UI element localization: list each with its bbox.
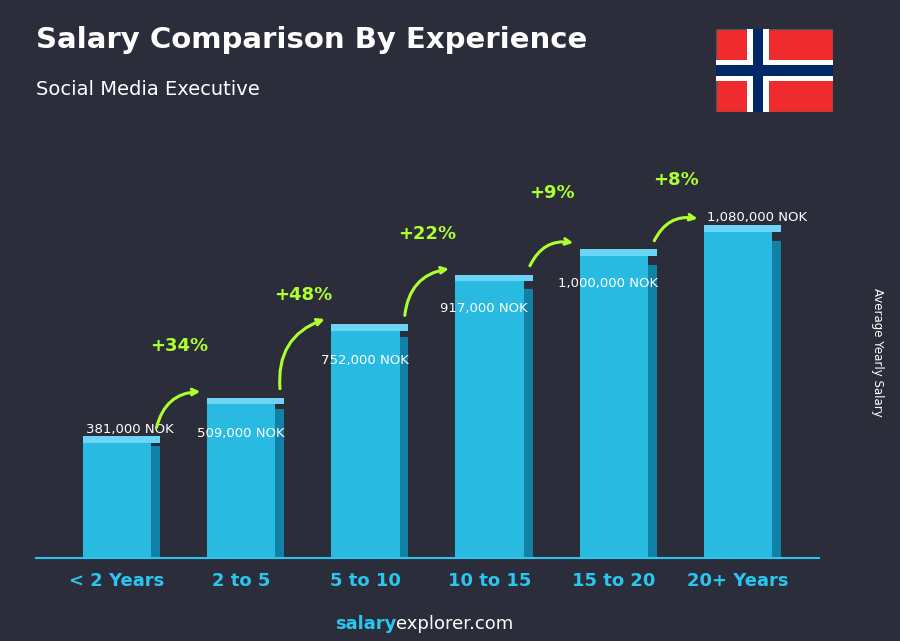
Bar [331,324,409,331]
Bar [331,331,400,558]
Bar [83,443,151,558]
Text: 381,000 NOK: 381,000 NOK [86,424,174,437]
Bar [580,256,648,558]
Text: 752,000 NOK: 752,000 NOK [321,354,410,367]
Text: 917,000 NOK: 917,000 NOK [439,303,527,315]
Text: +8%: +8% [653,171,699,189]
Text: explorer.com: explorer.com [396,615,513,633]
Bar [524,289,533,558]
Bar [716,60,832,81]
Text: Average Yearly Salary: Average Yearly Salary [871,288,884,417]
Bar [83,437,159,443]
Bar [580,249,657,256]
Text: Social Media Executive: Social Media Executive [36,80,260,99]
Text: Salary Comparison By Experience: Salary Comparison By Experience [36,26,587,54]
Bar [455,274,533,281]
Text: 509,000 NOK: 509,000 NOK [197,427,285,440]
Bar [772,242,781,558]
Bar [400,337,409,558]
Text: salary: salary [335,615,396,633]
Bar [716,65,832,76]
Bar [704,226,781,231]
Text: +22%: +22% [399,225,456,243]
Bar [747,29,769,112]
Text: 1,000,000 NOK: 1,000,000 NOK [558,278,658,290]
Bar [648,265,657,558]
Bar [151,446,159,558]
Text: +48%: +48% [274,286,332,304]
Bar [752,29,763,112]
Bar [207,398,284,404]
Text: +9%: +9% [529,183,574,202]
Text: +34%: +34% [150,337,208,355]
Bar [275,408,284,558]
Bar [455,281,524,558]
Text: 1,080,000 NOK: 1,080,000 NOK [706,211,807,224]
Bar [704,231,772,558]
Bar [207,404,275,558]
